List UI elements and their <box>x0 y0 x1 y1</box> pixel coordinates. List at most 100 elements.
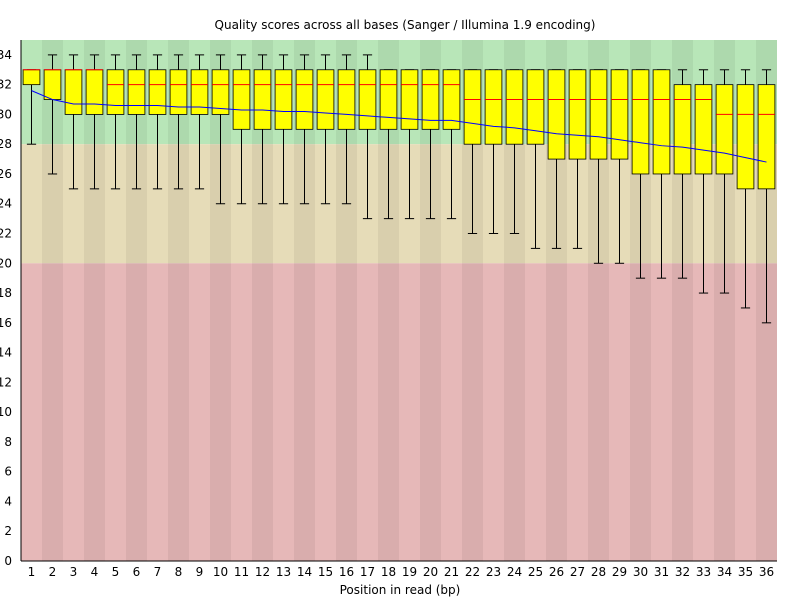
iqr-box <box>358 69 377 130</box>
box-1 <box>22 69 41 145</box>
column-stripe <box>336 40 357 561</box>
iqr-box <box>694 84 713 175</box>
x-tick-label: 24 <box>507 565 522 579</box>
box-21 <box>442 69 461 220</box>
column-stripe <box>168 40 189 561</box>
column-stripe <box>84 40 105 561</box>
box-25 <box>526 69 545 249</box>
box-9 <box>190 54 209 190</box>
iqr-box <box>64 69 83 115</box>
x-tick-label: 18 <box>381 565 396 579</box>
box-series <box>22 54 776 324</box>
box-20 <box>421 69 440 220</box>
box-4 <box>85 54 104 190</box>
y-tick-label: 30 <box>0 107 12 121</box>
column-stripe <box>378 40 399 561</box>
iqr-box <box>148 69 167 115</box>
box-7 <box>148 54 167 190</box>
x-tick-label: 21 <box>444 565 459 579</box>
band-poor <box>21 263 777 561</box>
iqr-box <box>127 69 146 115</box>
box-6 <box>127 54 146 190</box>
column-stripe <box>546 40 567 561</box>
iqr-box <box>85 69 104 115</box>
chart-title: Quality scores across all bases (Sanger … <box>215 18 596 32</box>
iqr-box <box>43 69 62 100</box>
mean-line-layer <box>31 90 767 163</box>
column-stripe <box>588 40 609 561</box>
x-tick-label: 29 <box>612 565 627 579</box>
iqr-box <box>526 69 545 145</box>
box-17 <box>358 54 377 220</box>
y-tick-label: 8 <box>4 435 12 449</box>
iqr-box <box>736 84 755 190</box>
box-30 <box>631 69 650 279</box>
box-35 <box>736 69 755 309</box>
y-tick-label: 22 <box>0 227 12 241</box>
iqr-box <box>400 69 419 130</box>
column-stripe <box>42 40 63 561</box>
x-axis-ticks: 1 2 3 4 5 6 7 8 9 10 11 12 13 14 15 16 17 18 19 20 21 22 23 24 2… <box>28 565 774 579</box>
box-29 <box>610 69 629 264</box>
iqr-box <box>211 69 230 115</box>
iqr-box <box>316 69 335 130</box>
y-tick-label: 10 <box>0 405 12 419</box>
x-tick-label: 28 <box>591 565 606 579</box>
x-tick-label: 12 <box>255 565 270 579</box>
box-11 <box>232 54 251 205</box>
box-27 <box>568 69 587 249</box>
box-15 <box>316 54 335 205</box>
iqr-box <box>610 69 629 160</box>
column-stripe <box>462 40 483 561</box>
y-tick-label: 2 <box>4 524 12 538</box>
box-12 <box>253 54 272 205</box>
iqr-box <box>232 69 251 130</box>
iqr-box <box>484 69 503 145</box>
iqr-box <box>190 69 209 115</box>
iqr-box <box>547 69 566 160</box>
x-tick-label: 14 <box>297 565 312 579</box>
x-tick-label: 9 <box>196 565 204 579</box>
column-stripe <box>294 40 315 561</box>
y-tick-label: 18 <box>0 286 12 300</box>
x-tick-label: 16 <box>339 565 354 579</box>
column-stripe <box>504 40 525 561</box>
box-26 <box>547 69 566 249</box>
x-tick-label: 2 <box>49 565 57 579</box>
iqr-box <box>505 69 524 145</box>
box-22 <box>463 69 482 235</box>
band-reasonable <box>21 144 777 264</box>
x-tick-label: 31 <box>654 565 669 579</box>
x-tick-label: 35 <box>738 565 753 579</box>
box-5 <box>106 54 125 190</box>
y-tick-label: 4 <box>4 494 12 508</box>
iqr-box <box>169 69 188 115</box>
mean-line <box>31 90 767 163</box>
iqr-box <box>568 69 587 160</box>
column-stripe <box>252 40 273 561</box>
box-24 <box>505 69 524 235</box>
column-stripe <box>420 40 441 561</box>
y-tick-label: 12 <box>0 375 12 389</box>
iqr-box <box>463 69 482 145</box>
iqr-box <box>274 69 293 130</box>
y-tick-label: 14 <box>0 346 12 360</box>
x-tick-label: 13 <box>276 565 291 579</box>
x-tick-label: 22 <box>465 565 480 579</box>
x-tick-label: 33 <box>696 565 711 579</box>
x-tick-label: 11 <box>234 565 249 579</box>
box-13 <box>274 54 293 205</box>
iqr-box <box>757 84 776 190</box>
iqr-box <box>673 84 692 175</box>
box-14 <box>295 54 314 205</box>
iqr-box <box>589 69 608 160</box>
box-10 <box>211 54 230 205</box>
x-tick-label: 34 <box>717 565 732 579</box>
x-tick-label: 7 <box>154 565 162 579</box>
x-axis-label: Position in read (bp) <box>340 583 461 597</box>
x-tick-label: 32 <box>675 565 690 579</box>
column-stripe <box>210 40 231 561</box>
